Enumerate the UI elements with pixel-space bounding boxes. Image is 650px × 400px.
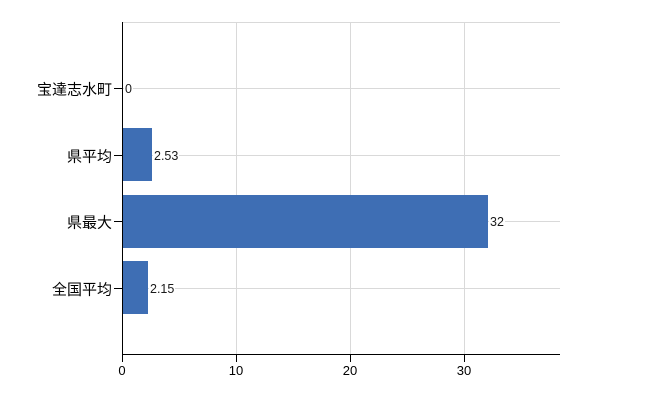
category-label: 宝達志水町 bbox=[36, 81, 112, 99]
v-gridline bbox=[464, 22, 465, 354]
x-tick bbox=[350, 355, 351, 362]
x-tick-label: 10 bbox=[228, 363, 244, 378]
y-tick bbox=[114, 221, 122, 222]
x-tick bbox=[464, 355, 465, 362]
value-label: 2.15 bbox=[149, 282, 176, 296]
bar bbox=[123, 128, 152, 181]
h-gridline bbox=[122, 155, 560, 156]
x-tick-label: 20 bbox=[342, 363, 358, 378]
x-tick bbox=[236, 355, 237, 362]
bar bbox=[123, 261, 148, 314]
x-tick-label: 0 bbox=[118, 363, 126, 378]
value-label: 2.53 bbox=[153, 149, 180, 163]
h-gridline bbox=[122, 88, 560, 89]
category-label: 県平均 bbox=[66, 148, 112, 166]
value-label: 32 bbox=[489, 215, 505, 229]
bar bbox=[123, 195, 488, 248]
y-tick bbox=[114, 288, 122, 289]
y-tick bbox=[114, 88, 122, 89]
v-gridline bbox=[236, 22, 237, 354]
v-gridline bbox=[350, 22, 351, 354]
plot-top-border bbox=[122, 22, 560, 23]
y-tick bbox=[114, 155, 122, 156]
value-label: 0 bbox=[124, 82, 133, 96]
category-label: 県最大 bbox=[66, 214, 112, 232]
h-gridline bbox=[122, 288, 560, 289]
x-axis-line bbox=[122, 354, 560, 355]
category-label: 全国平均 bbox=[51, 281, 112, 299]
x-tick bbox=[122, 355, 123, 362]
x-tick-label: 30 bbox=[456, 363, 472, 378]
y-axis-line bbox=[122, 22, 123, 355]
